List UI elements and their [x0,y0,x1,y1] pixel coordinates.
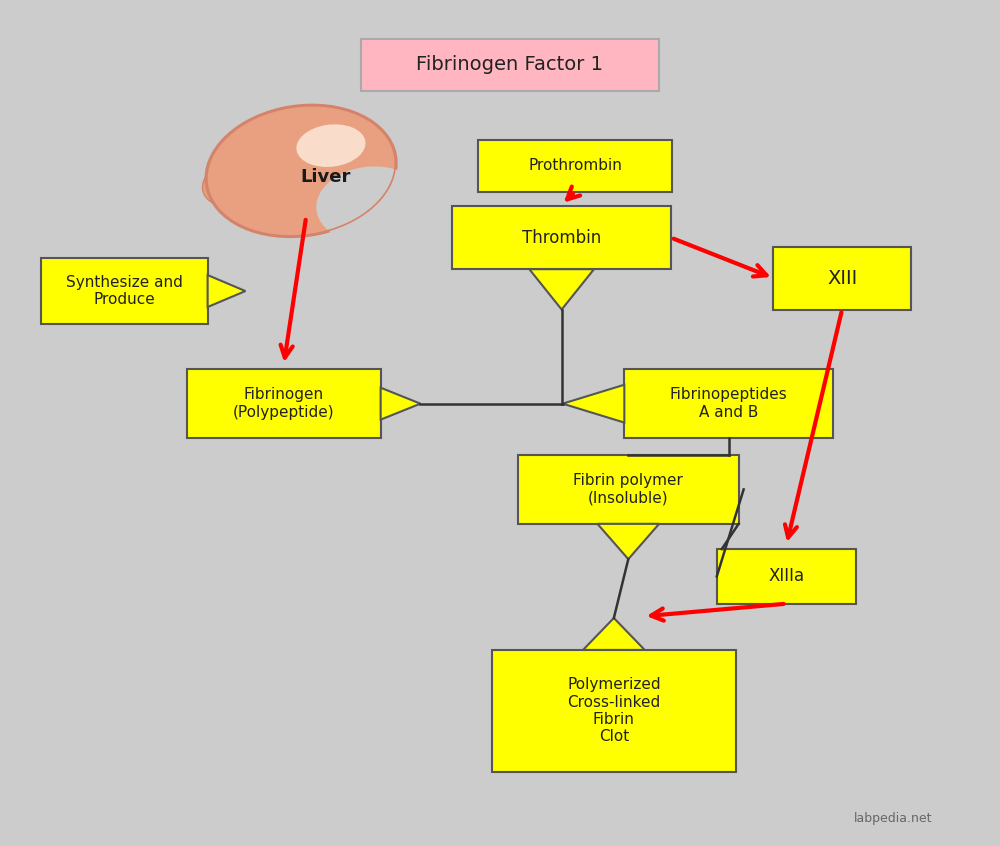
Text: Thrombin: Thrombin [522,228,601,247]
Bar [478,140,672,192]
Bar [41,258,208,324]
Bar [717,549,856,604]
Polygon shape [583,618,645,650]
Bar [773,246,911,310]
Bar [492,650,736,772]
Text: Fibrin polymer
(Insoluble): Fibrin polymer (Insoluble) [573,473,683,506]
Text: labpedia.net: labpedia.net [854,811,932,825]
Ellipse shape [205,104,397,237]
Text: XIII: XIII [827,268,857,288]
Text: Synthesize and
Produce: Synthesize and Produce [66,275,183,307]
Polygon shape [381,387,420,420]
Polygon shape [597,524,659,559]
Text: Polymerized
Cross-linked
Fibrin
Clot: Polymerized Cross-linked Fibrin Clot [567,678,661,744]
Bar [518,455,739,524]
Polygon shape [563,385,624,423]
Polygon shape [529,269,594,310]
Text: Prothrombin: Prothrombin [528,158,622,173]
Text: Fibrinogen
(Polypeptide): Fibrinogen (Polypeptide) [233,387,335,420]
Ellipse shape [316,167,425,243]
Bar [187,369,381,438]
Bar [361,39,659,91]
Polygon shape [208,275,245,307]
Text: Fibrinopeptides
A and B: Fibrinopeptides A and B [670,387,788,420]
Ellipse shape [296,124,365,167]
Text: XIIIa: XIIIa [768,568,804,585]
Bar [452,206,671,269]
Ellipse shape [202,160,270,207]
Text: Fibrinogen Factor 1: Fibrinogen Factor 1 [416,56,603,74]
Text: Liver: Liver [301,168,351,186]
Bar [624,369,833,438]
